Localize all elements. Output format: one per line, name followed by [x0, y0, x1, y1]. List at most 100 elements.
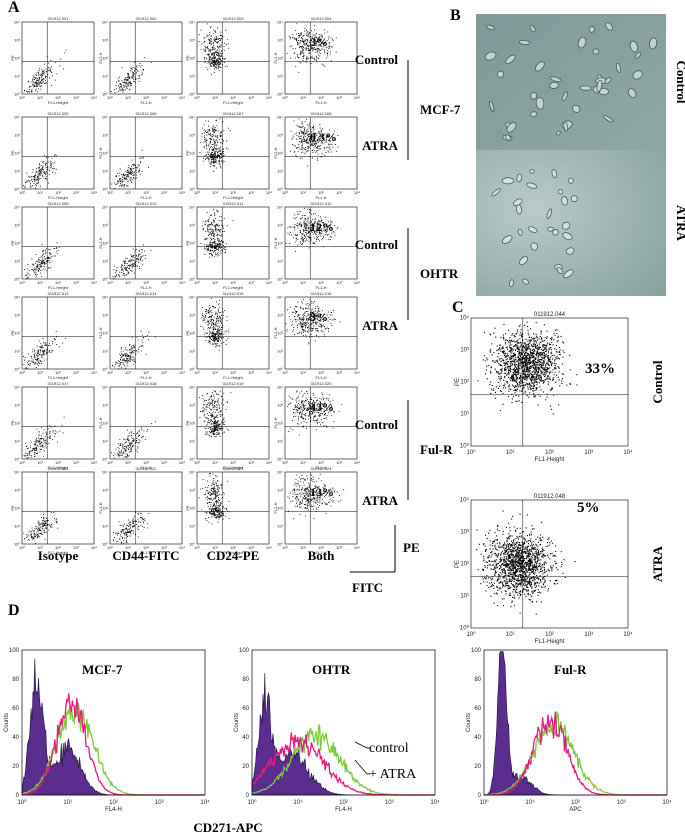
- event-dot: [220, 63, 222, 65]
- event-dot: [219, 411, 221, 413]
- event-dot: [122, 447, 124, 449]
- event-dot: [136, 177, 138, 179]
- event-dot: [214, 418, 216, 420]
- event-dot: [300, 231, 301, 233]
- event-dot: [126, 267, 128, 269]
- event-dot: [300, 151, 302, 153]
- event-dot: [130, 269, 132, 271]
- event-dot: [323, 236, 325, 238]
- event-dot: [288, 35, 290, 37]
- event-dot: [218, 340, 219, 342]
- event-dot: [134, 260, 136, 262]
- event-dot: [35, 260, 37, 262]
- event-dot: [139, 346, 141, 348]
- event-dot: [123, 81, 125, 83]
- event-dot: [114, 276, 116, 278]
- event-dot: [40, 185, 41, 187]
- event-dot: [35, 89, 37, 91]
- event-dot: [311, 316, 313, 318]
- event-dot: [305, 334, 307, 336]
- event-dot: [118, 452, 120, 454]
- event-dot: [309, 133, 311, 134]
- event-dot: [134, 171, 136, 173]
- event-dot: [138, 250, 140, 251]
- event-dot: [42, 169, 44, 171]
- event-dot: [214, 431, 215, 433]
- event-dot: [305, 60, 307, 62]
- event-dot: [313, 227, 315, 228]
- event-dot: [296, 33, 298, 35]
- event-dot: [312, 392, 314, 394]
- y-tick-label: 10³: [14, 223, 20, 228]
- event-dot: [293, 327, 295, 328]
- event-dot: [300, 326, 302, 327]
- event-dot: [321, 141, 323, 142]
- event-dot: [212, 49, 214, 51]
- event-dot: [317, 235, 319, 237]
- event-dot: [209, 422, 210, 424]
- event-dot: [219, 146, 221, 148]
- event-dot: [227, 148, 229, 150]
- event-dot: [29, 451, 31, 453]
- event-dot: [138, 347, 140, 349]
- event-dot: [51, 260, 53, 262]
- event-dot: [27, 277, 29, 279]
- event-dot: [298, 408, 300, 410]
- event-dot: [56, 248, 58, 249]
- event-dot: [207, 247, 209, 249]
- event-dot: [32, 361, 34, 363]
- event-dot: [319, 55, 321, 57]
- event-dot: [217, 329, 218, 331]
- event-dot: [119, 445, 121, 447]
- event-dot: [310, 39, 312, 41]
- event-dot: [202, 315, 204, 317]
- event-dot: [138, 430, 140, 432]
- event-dot: [45, 261, 47, 262]
- event-dot: [311, 143, 312, 145]
- event-dot: [213, 222, 215, 224]
- event-dot: [295, 321, 297, 323]
- event-dot: [212, 152, 213, 154]
- event-dot: [314, 218, 316, 220]
- event-dot: [221, 336, 223, 338]
- y-tick-label: 10³: [189, 223, 195, 228]
- event-dot: [218, 330, 220, 332]
- event-dot: [312, 322, 314, 324]
- event-dot: [125, 262, 127, 264]
- event-dot: [223, 333, 225, 335]
- x-tick-label: 10²: [55, 280, 61, 285]
- event-dot: [317, 227, 319, 229]
- event-dot: [204, 45, 206, 47]
- event-dot: [311, 231, 313, 233]
- event-dot: [127, 361, 129, 363]
- event-dot: [58, 249, 60, 251]
- event-dot: [294, 150, 296, 152]
- event-dot: [222, 325, 224, 327]
- event-dot: [313, 132, 315, 134]
- event-dot: [213, 236, 215, 238]
- event-dot: [210, 428, 212, 430]
- event-dot: [302, 136, 304, 138]
- event-dot: [216, 404, 218, 406]
- event-dot: [40, 265, 42, 267]
- event-dot: [317, 54, 319, 56]
- event-dot: [314, 402, 315, 404]
- event-dot: [221, 321, 223, 323]
- event-dot: [137, 70, 139, 72]
- event-dot: [221, 38, 223, 40]
- event-dot: [206, 245, 208, 247]
- event-dot: [121, 266, 122, 268]
- event-dot: [111, 452, 113, 454]
- event-dot: [316, 226, 318, 228]
- event-dot: [221, 421, 223, 423]
- event-dot: [295, 239, 297, 241]
- y-tick-label: 10³: [277, 223, 283, 228]
- event-dot: [298, 135, 300, 137]
- event-dot: [215, 228, 217, 230]
- event-dot: [218, 64, 220, 66]
- event-dot: [134, 77, 136, 79]
- event-dot: [210, 327, 212, 329]
- event-dot: [302, 137, 304, 139]
- event-dot: [36, 171, 38, 173]
- event-dot: [314, 419, 316, 421]
